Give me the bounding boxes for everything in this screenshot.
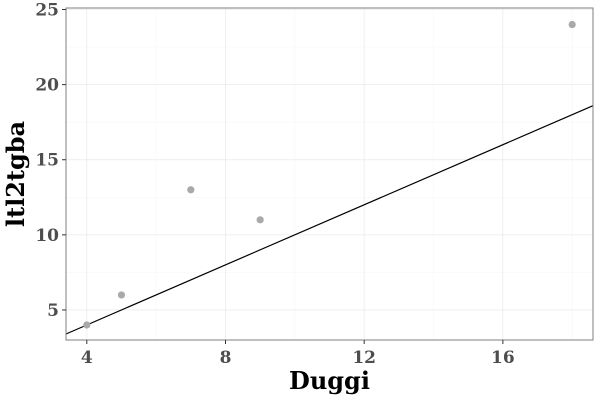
y-tick-label: 15 — [35, 151, 59, 171]
x-axis-title: Duggi — [289, 366, 370, 395]
data-point — [187, 186, 195, 194]
reference-line-layer — [65, 105, 594, 335]
y-tick-label: 25 — [35, 1, 59, 21]
y-tick-label: 20 — [35, 76, 59, 96]
y-axis: 5 10 15 20 25 — [35, 1, 66, 321]
grid — [66, 8, 593, 340]
y-axis-title: ltl2tgba — [1, 121, 30, 227]
x-tick-label: 16 — [491, 348, 515, 368]
plot-panel-border — [65, 7, 594, 341]
data-point — [256, 216, 264, 224]
data-point — [117, 291, 126, 299]
points-layer — [83, 20, 576, 329]
y-tick-label: 10 — [35, 226, 59, 246]
x-tick-label: 4 — [81, 348, 93, 368]
y-tick-label: 5 — [47, 301, 59, 321]
x-tick-label: 8 — [220, 348, 232, 368]
reference-line — [65, 105, 594, 335]
data-point — [83, 321, 91, 329]
x-tick-label: 12 — [352, 348, 376, 368]
x-axis: 4 8 12 16 — [81, 340, 515, 368]
data-point — [568, 20, 576, 29]
